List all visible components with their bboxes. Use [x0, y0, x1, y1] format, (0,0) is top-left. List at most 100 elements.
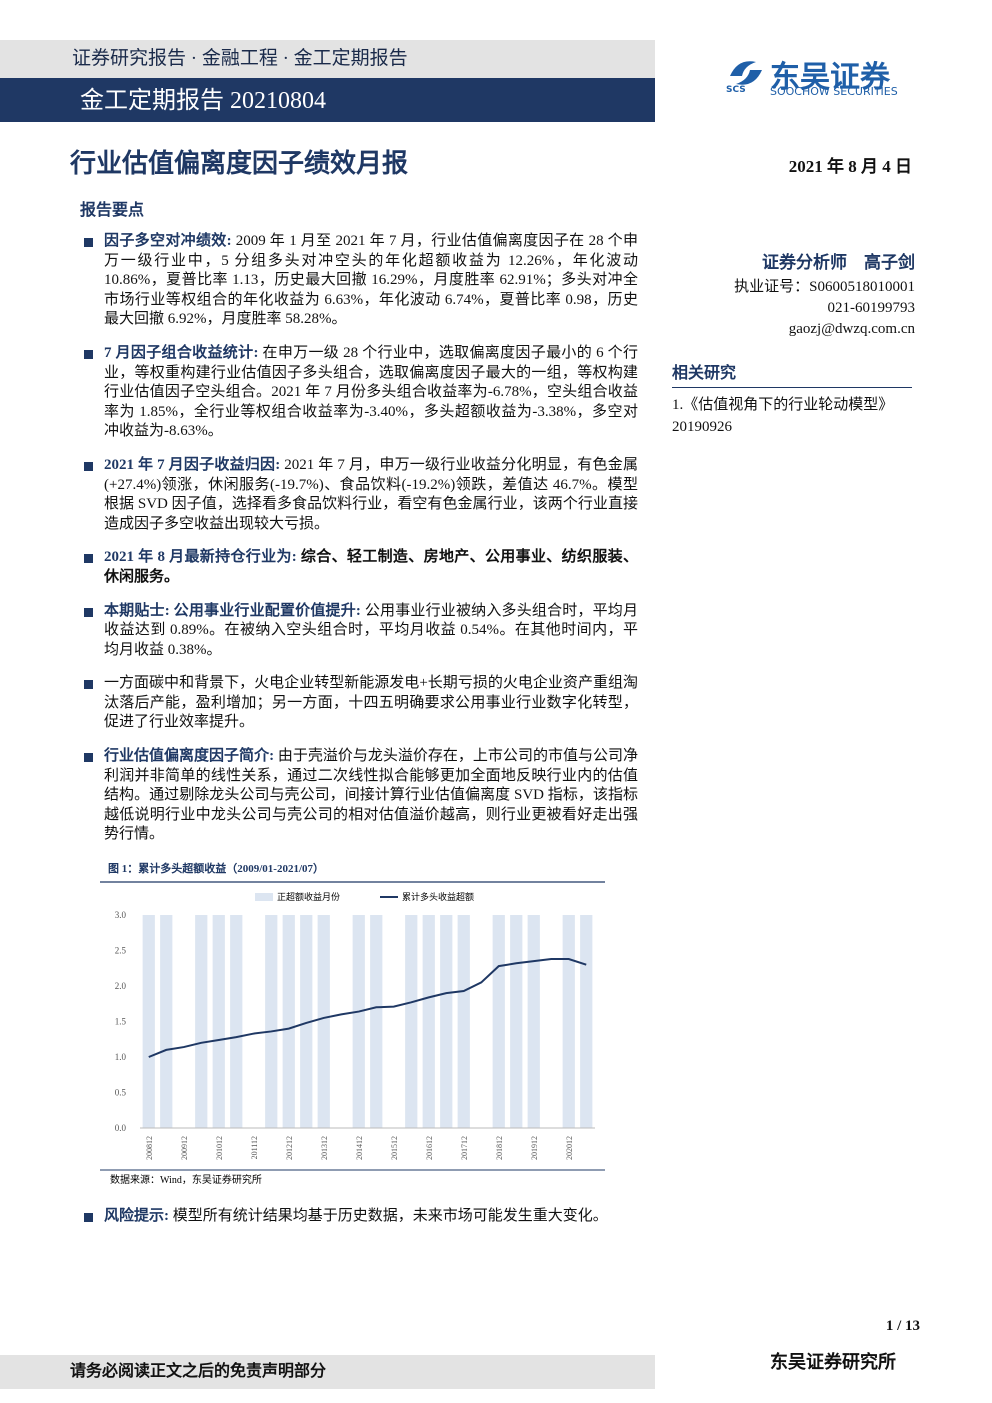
title: 行业估值偏离度因子绩效月报 — [70, 149, 409, 178]
section-lead: 2021 年 7 月因子收益归因: — [104, 456, 281, 473]
bullet — [84, 607, 93, 617]
date: 2021 年 8 月 4 日 — [788, 157, 912, 176]
logo-mark — [730, 61, 762, 85]
bullet — [84, 554, 93, 564]
bar — [562, 915, 575, 1128]
analyst-title: 证券分析师 — [762, 253, 847, 272]
x-tick-label: 201012 — [215, 1136, 224, 1160]
line — [148, 958, 587, 1058]
x-tick-label: 201712 — [460, 1136, 469, 1160]
related-heading: 相关研究 — [672, 363, 912, 388]
x-tick-label: 201212 — [285, 1136, 294, 1160]
bar — [440, 915, 453, 1128]
bullet — [84, 461, 93, 471]
x-tick-label: 201612 — [425, 1136, 434, 1160]
related: 相关研究 1.《估值视角下的行业轮动模型》20190926 — [672, 363, 912, 438]
risk-lead: 风险提示: — [104, 1208, 169, 1224]
y-tick-label: 0.5 — [115, 1088, 127, 1098]
section: 本期贴士: 公用事业行业配置价值提升: 公用事业行业被纳入多头组合时，平均月收益… — [82, 602, 638, 661]
y-tick-label: 3.0 — [115, 910, 127, 920]
summary-heading: 报告要点 — [80, 202, 145, 219]
bar — [195, 915, 208, 1128]
x-tick-label: 201312 — [320, 1136, 329, 1160]
section-lead: 2021 年 8 月最新持仓行业为: — [104, 549, 297, 566]
y-tick-label: 2.5 — [115, 946, 127, 956]
section-text: 综合、轻工制造、房地产、公用事业、纺织服装、休闲服务。 — [104, 549, 638, 585]
chart-source: 数据来源：Wind，东吴证券研究所 — [110, 1173, 262, 1186]
bullet — [84, 680, 93, 690]
bar — [142, 915, 155, 1128]
institute: 东吴证券研究所 — [770, 1352, 896, 1372]
section: 7 月因子组合收益统计: 在申万一级 28 个行业中，选取偏离度因子最小的 6 … — [82, 344, 638, 442]
logo-en: SOOCHOW SECURITIES — [770, 85, 898, 98]
legend-swatch — [255, 893, 273, 901]
legend-label: 正超额收益月份 — [277, 891, 340, 902]
bullet — [84, 238, 93, 247]
section: 行业估值偏离度因子简介: 由于壳溢价与龙头溢价存在，上市公司的市值与公司净利润并… — [82, 747, 638, 845]
section-text: 公用事业行业被纳入多头组合时，平均月收益达到 0.89%。在被纳入空头组合时，平… — [104, 602, 638, 658]
related-item: 1.《估值视角下的行业轮动模型》20190926 — [672, 397, 894, 435]
bar — [352, 915, 365, 1128]
chart-title: 图 1：累计多头超额收益（2009/01-2021/07） — [108, 861, 324, 875]
x-tick-label: 201812 — [495, 1136, 504, 1160]
risk: 风险提示: 模型所有统计结果均基于历史数据，未来市场可能发生重大变化。 — [82, 1207, 638, 1241]
logo-name: 东吴证券 — [770, 60, 890, 95]
x-tick-label: 201412 — [355, 1136, 364, 1160]
section: 2021 年 7 月因子收益归因: 2021 年 7 月，申万一级行业收益分化明… — [82, 456, 638, 534]
bar — [265, 915, 278, 1128]
bullet — [84, 349, 93, 359]
bullet — [84, 753, 93, 763]
bar — [580, 915, 593, 1128]
bar — [370, 915, 383, 1128]
bar — [282, 915, 295, 1128]
y-tick-label: 1.0 — [115, 1052, 127, 1062]
y-tick-label: 0.0 — [115, 1123, 127, 1133]
section: 一方面碳中和背景下，火电企业转型新能源发电+长期亏损的火电企业资产重组淘汰落后产… — [82, 674, 638, 733]
section-text: 由于壳溢价与龙头溢价存在，上市公司的市值与公司净利润并非简单的线性关系，通过二次… — [104, 748, 638, 843]
breadcrumb: 证券研究报告 · 金融工程 · 金工定期报告 — [0, 40, 655, 78]
bar — [212, 915, 225, 1128]
risk-text: 模型所有统计结果均基于历史数据，未来市场可能发生重大变化。 — [169, 1208, 608, 1224]
x-tick-label: 200812 — [145, 1136, 154, 1160]
bar — [405, 915, 418, 1128]
license: 执业证号：S0600518010001 — [734, 279, 915, 295]
bar — [230, 915, 243, 1128]
x-tick-label: 201112 — [250, 1136, 259, 1159]
legend-label: 累计多头收益超额 — [402, 891, 474, 902]
y-tick-label: 1.5 — [115, 1017, 127, 1027]
bar — [422, 915, 435, 1128]
email: gaozj@dwzq.com.cn — [788, 321, 915, 337]
section-text: 2021 年 7 月，申万一级行业收益分化明显，有色金属(+27.4%)领涨，休… — [104, 456, 638, 532]
analyst-name: 高子剑 — [864, 253, 915, 272]
disclaimer: 请务必阅读正文之后的免责声明部分 — [0, 1355, 655, 1389]
bar — [457, 915, 470, 1128]
bar — [160, 915, 173, 1128]
bar — [300, 915, 313, 1128]
bar — [510, 915, 523, 1128]
section: 因子多空对冲绩效: 2009 年 1 月至 2021 年 7 月，行业估值偏离度… — [82, 232, 638, 330]
section: 2021 年 8 月最新持仓行业为: 综合、轻工制造、房地产、公用事业、纺织服装… — [82, 548, 638, 587]
bar — [527, 915, 540, 1128]
x-tick-label: 201512 — [390, 1136, 399, 1160]
x-tick-label: 201912 — [530, 1136, 539, 1160]
sections: 因子多空对冲绩效: 2009 年 1 月至 2021 年 7 月，行业估值偏离度… — [82, 232, 638, 859]
bar — [492, 915, 505, 1128]
analyst: 证券分析师 高子剑 执业证号：S0600518010001 021-601997… — [700, 252, 915, 340]
phone: 021-60199793 — [827, 300, 916, 316]
page-number: 1 / 13 — [885, 1318, 920, 1334]
section-lead: 行业估值偏离度因子简介: — [104, 748, 275, 765]
x-tick-label: 202012 — [565, 1136, 574, 1160]
section-text: 一方面碳中和背景下，火电企业转型新能源发电+长期亏损的火电企业资产重组淘汰落后产… — [104, 675, 638, 731]
bar — [317, 915, 330, 1128]
y-tick-label: 2.0 — [115, 981, 127, 991]
section-lead: 本期贴士: 公用事业行业配置价值提升: — [104, 602, 361, 619]
logo-abbr: SCS — [726, 85, 746, 95]
section-lead: 因子多空对冲绩效: — [104, 233, 232, 249]
x-tick-label: 200912 — [180, 1136, 189, 1160]
chart: 图 1：累计多头超额收益（2009/01-2021/07） 数据来源：Wind，… — [100, 861, 605, 1186]
section-text: 2009 年 1 月至 2021 年 7 月，行业估值偏离度因子在 28 个申万… — [104, 233, 638, 328]
section-lead: 7 月因子组合收益统计: — [104, 344, 259, 361]
section-text: 在申万一级 28 个行业中，选取偏离度因子最小的 6 个行业，等权重构建行业估值… — [104, 344, 638, 440]
report-tag: 金工定期报告 20210804 — [0, 78, 655, 122]
